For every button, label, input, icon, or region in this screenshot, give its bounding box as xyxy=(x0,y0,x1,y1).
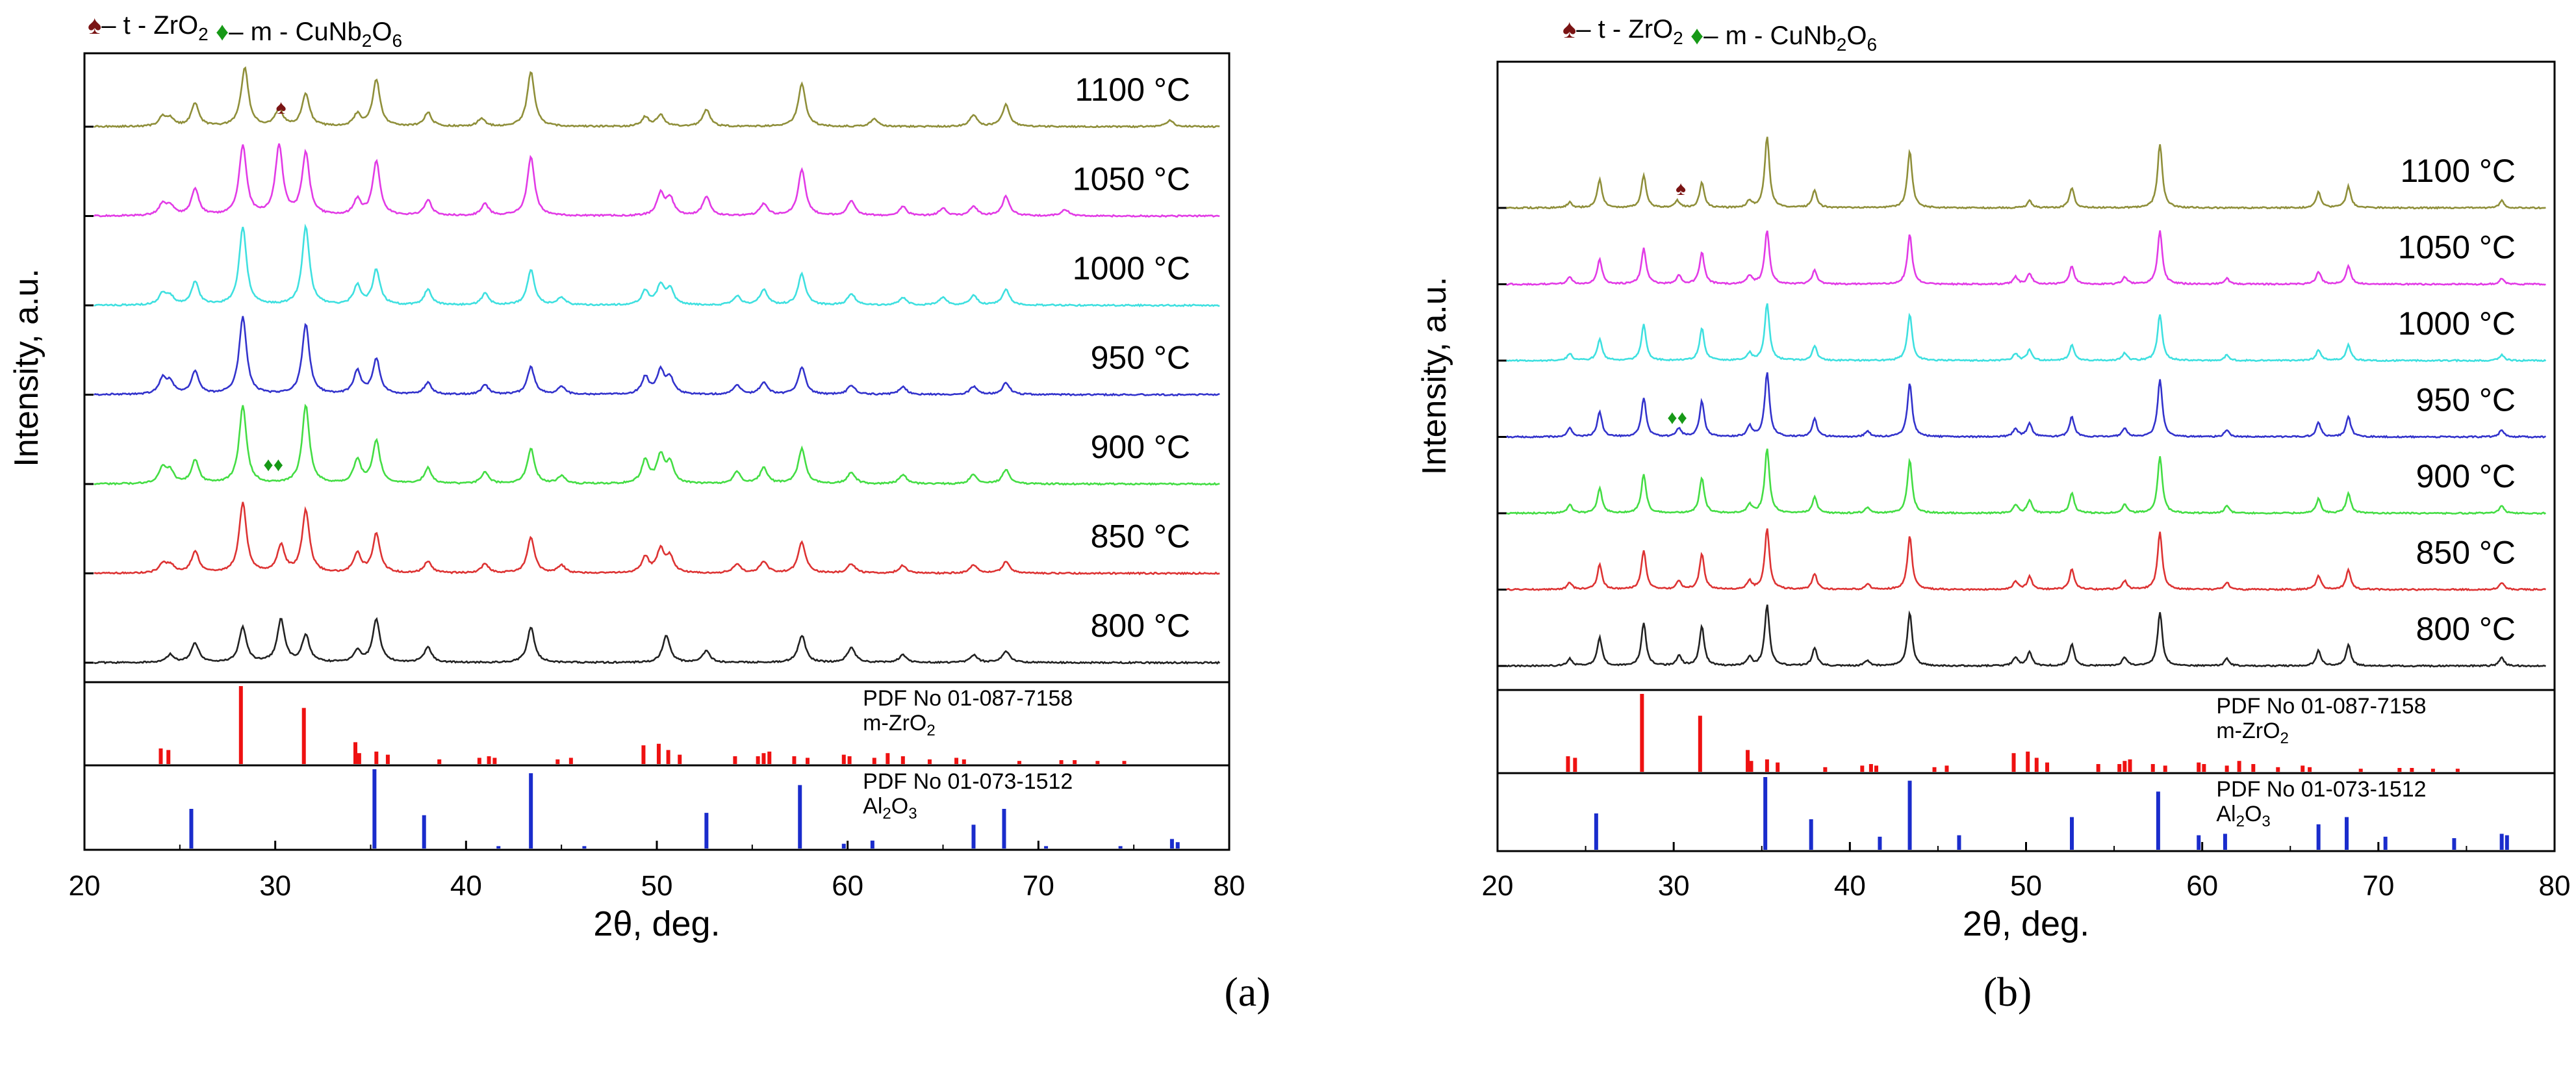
panel-label: (a) xyxy=(1224,969,1270,1015)
x-tick-label: 60 xyxy=(2186,870,2218,902)
phase-marker: ♠ xyxy=(1676,178,1686,199)
series-line-800C xyxy=(94,617,1221,665)
x-tick-label: 30 xyxy=(259,870,291,902)
x-tick-label: 50 xyxy=(641,870,673,902)
legend: ♠– t - ZrO2 ♦– m - CuNb2O6 xyxy=(1562,15,1877,55)
plot-frame xyxy=(83,52,1231,683)
series-line-850C xyxy=(1506,528,2547,591)
chart-panel-b: ♠– t - ZrO2 ♦– m - CuNb2O6 Intensity, a.u… xyxy=(1416,15,2570,1015)
reference-label-pdf: PDF No 01-073-1512 xyxy=(863,769,1073,794)
series-label: 1050 °C xyxy=(1073,161,1190,198)
y-axis-label: Intensity, a.u. xyxy=(1416,277,1453,475)
reference-label-phase: m-ZrO2 xyxy=(2216,719,2289,747)
x-tick-label: 70 xyxy=(2362,870,2394,902)
x-tick-label: 40 xyxy=(450,870,482,902)
series-line-1050C xyxy=(93,143,1220,218)
series-label: 1100 °C xyxy=(1075,71,1190,108)
series-label: 1050 °C xyxy=(2398,229,2516,266)
x-axis-label: 2θ, deg. xyxy=(1963,904,2089,943)
phase-marker: ♦♦ xyxy=(1667,407,1687,429)
series-line-800C xyxy=(1506,604,2547,668)
x-tick-label: 50 xyxy=(2010,870,2042,902)
series-label: 800 °C xyxy=(2416,611,2516,647)
x-tick-label: 30 xyxy=(1658,870,1690,902)
series-label: 850 °C xyxy=(2416,535,2516,571)
x-tick-label: 20 xyxy=(1482,870,1514,902)
series-label: 900 °C xyxy=(1091,429,1190,465)
series-line-1100C xyxy=(94,66,1220,129)
x-tick-label: 60 xyxy=(832,870,863,902)
series-line-900C xyxy=(94,403,1220,486)
reference-label-pdf: PDF No 01-087-7158 xyxy=(863,686,1073,711)
plot-frame xyxy=(1496,60,2556,691)
x-tick-label: 70 xyxy=(1023,870,1054,902)
panel-label: (b) xyxy=(1983,969,2032,1015)
y-axis-label: Intensity, a.u. xyxy=(8,268,45,466)
reference-label-phase: m-ZrO2 xyxy=(863,711,936,739)
reference-label-pdf: PDF No 01-087-7158 xyxy=(2216,694,2426,719)
series-label: 900 °C xyxy=(2416,458,2516,494)
series-label: 1100 °C xyxy=(2400,153,2516,189)
x-tick-label: 40 xyxy=(1834,870,1866,902)
series-line-1050C xyxy=(1506,230,2546,287)
reference-label-pdf: PDF No 01-073-1512 xyxy=(2216,777,2426,802)
phase-marker: ♦♦ xyxy=(263,454,283,476)
series-label: 850 °C xyxy=(1091,518,1190,555)
series-label: 1000 °C xyxy=(1073,250,1190,287)
x-tick-label: 20 xyxy=(69,870,101,902)
series-line-1100C xyxy=(1505,136,2546,210)
series-line-850C xyxy=(94,502,1220,576)
series-label: 800 °C xyxy=(1091,607,1190,644)
series-line-1000C xyxy=(1506,303,2547,363)
series-label: 950 °C xyxy=(2416,382,2516,418)
series-label: 950 °C xyxy=(1091,340,1190,376)
series-line-950C xyxy=(94,316,1220,397)
series-line-1000C xyxy=(94,223,1220,308)
reference-label-phase: Al2O3 xyxy=(2216,802,2270,830)
series-label: 1000 °C xyxy=(2398,305,2516,342)
series-line-900C xyxy=(1506,448,2547,515)
phase-marker: ♠ xyxy=(276,97,287,118)
reference-label-phase: Al2O3 xyxy=(863,794,917,823)
legend: ♠– t - ZrO2 ♦– m - CuNb2O6 xyxy=(88,11,402,51)
x-tick-label: 80 xyxy=(2539,870,2571,902)
x-tick-label: 80 xyxy=(1214,870,1245,902)
series-line-950C xyxy=(1505,372,2547,439)
x-axis-label: 2θ, deg. xyxy=(593,904,720,943)
chart-panel-a: ♠– t - ZrO2 ♦– m - CuNb2O6 Intensity, a.u… xyxy=(8,11,1271,1015)
